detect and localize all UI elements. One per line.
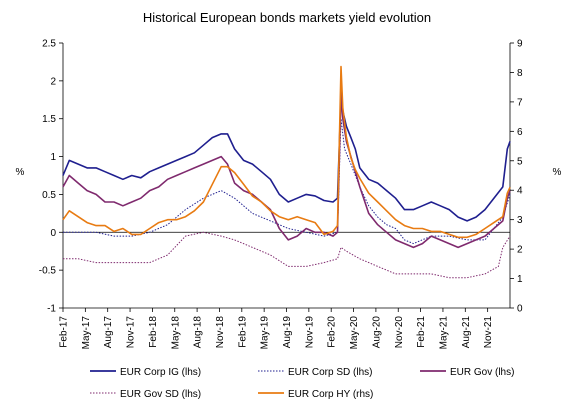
right-tick-label: 0 (517, 304, 523, 315)
right-tick-label: 3 (517, 215, 523, 226)
x-tick-label: Feb-17 (59, 316, 70, 348)
x-tick-label: Aug-17 (103, 316, 114, 349)
series-layer (62, 65, 511, 279)
right-tick-label: 6 (517, 127, 523, 138)
legend: EUR Corp IG (lhs) EUR Corp SD (lhs) EUR Go… (90, 367, 514, 400)
legend-label: EUR Gov SD (lhs) (120, 389, 201, 400)
series-line-4 (62, 65, 511, 239)
x-tick-label: Feb-21 (416, 316, 427, 348)
left-tick-label: 2 (50, 76, 56, 87)
x-tick-label: May-21 (438, 316, 449, 350)
left-tick-label: 2.5 (42, 39, 56, 50)
legend-label: EUR Gov (lhs) (450, 367, 514, 378)
x-tick-label: Nov-19 (304, 316, 315, 349)
series-line-3 (63, 231, 511, 279)
x-tick-label: Nov-18 (215, 316, 226, 349)
left-axis-unit: % (16, 167, 25, 178)
chart-title: Historical European bonds markets yield … (143, 10, 431, 25)
left-tick-label: 1 (50, 152, 56, 163)
x-tick-label: May-17 (81, 316, 92, 350)
x-tick-label: Aug-18 (193, 316, 204, 349)
x-tick-label: Feb-18 (148, 316, 159, 348)
right-tick-label: 4 (517, 186, 523, 197)
x-tick-label: Aug-19 (282, 316, 293, 349)
left-tick-label: 1.5 (42, 114, 56, 125)
x-tick-label: May-20 (349, 316, 360, 350)
x-tick-label: Aug-21 (461, 316, 472, 349)
right-tick-label: 9 (517, 39, 523, 50)
plot-area (62, 43, 511, 309)
right-tick-label: 5 (517, 156, 523, 167)
right-tick-label: 1 (517, 274, 523, 285)
series-line-0 (62, 95, 511, 222)
plot-background (63, 43, 510, 308)
right-tick-label: 2 (517, 245, 523, 256)
left-tick-label: 0 (50, 228, 56, 239)
right-tick-label: 7 (517, 97, 523, 108)
x-tick-label: Nov-20 (394, 316, 405, 349)
x-tick-label: Feb-20 (327, 316, 338, 348)
series-line-2 (62, 91, 511, 249)
x-tick-label: Aug-20 (371, 316, 382, 349)
left-axis: -1 -0.5 0 0.5 1 1.5 2 2.5 (39, 39, 63, 315)
series-line-1 (63, 118, 511, 245)
right-axis: 0 1 2 3 4 5 6 7 8 9 (510, 39, 523, 315)
x-tick-label: May-19 (260, 316, 271, 350)
legend-label: EUR Corp SD (lhs) (288, 367, 372, 378)
x-tick-label: Feb-19 (237, 316, 248, 348)
x-axis: Feb-17 May-17 Aug-17 Nov-17 Feb-18 May-18 Aug-… (59, 308, 494, 350)
legend-label: EUR Corp IG (lhs) (120, 367, 201, 378)
right-axis-unit: % (553, 167, 562, 178)
left-tick-label: -0.5 (39, 266, 57, 277)
x-tick-label: Nov-17 (126, 316, 137, 349)
left-tick-label: 0.5 (42, 190, 56, 201)
legend-label: EUR Corp HY (rhs) (288, 389, 373, 400)
x-tick-label: May-18 (170, 316, 181, 350)
left-tick-label: -1 (47, 304, 56, 315)
x-tick-label: Nov-21 (483, 316, 494, 349)
right-tick-label: 8 (517, 68, 523, 79)
